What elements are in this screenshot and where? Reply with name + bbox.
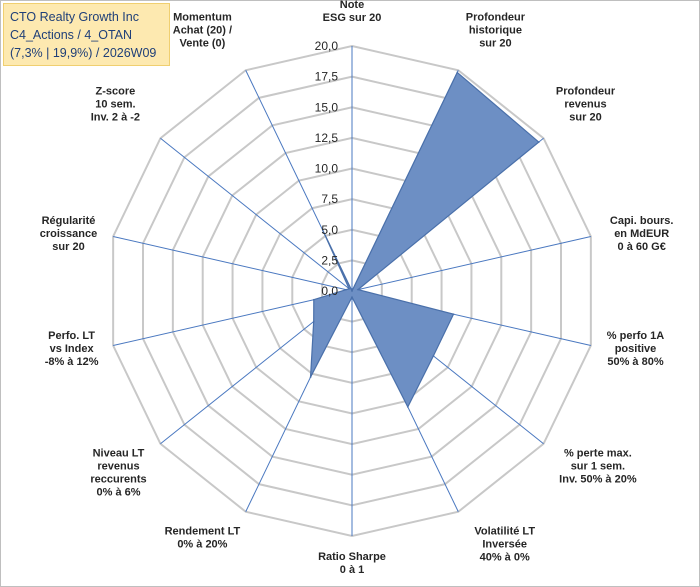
axis-label-line: sur 20 [479, 38, 511, 50]
data-point-12 [345, 288, 347, 291]
data-point-3 [537, 141, 540, 143]
spoke-4 [351, 235, 591, 292]
axis-label-line: Vente (0) [179, 38, 225, 50]
title-stats: (7,3% | 19,9%) / 2026W09 [10, 46, 157, 60]
data-point-8 [351, 296, 353, 298]
data-point-7 [407, 406, 409, 408]
tick-label-2: 5,0 [321, 223, 338, 237]
axis-label-4: Capi. bours. en MdEUR 0 à 60 G€ [610, 215, 674, 253]
axis-label-line: historique [469, 25, 522, 37]
axis-label-line: Inv. 2 à -2 [91, 112, 140, 124]
data-point-13 [348, 287, 350, 290]
title-category: C4_Actions / 4_OTAN [10, 28, 133, 42]
axis-label-7: Volatilité LT Inversée 40% à 0% [474, 525, 535, 563]
axis-label-12: Régularité croissance sur 20 [40, 215, 97, 253]
axis-label-line: revenus [564, 99, 606, 111]
spoke-11 [113, 290, 353, 347]
axis-label-line: -8% à 12% [45, 356, 99, 368]
tick-label-1: 2,5 [321, 253, 338, 267]
axis-label-line: revenus [97, 461, 139, 473]
data-point-6 [432, 355, 435, 357]
axis-label-line: Profondeur [556, 86, 616, 98]
axis-label-line: 0 à 60 G€ [618, 241, 666, 253]
data-point-5 [452, 313, 455, 315]
tick-label-7: 17,5 [315, 70, 339, 84]
axis-label-13: Z-score 10 sem. Inv. 2 à -2 [91, 86, 140, 124]
axis-label-line: Inv. 50% à 20% [559, 474, 637, 486]
axis-label-line: Z-score [96, 86, 136, 98]
tick-label-5: 12,5 [315, 131, 339, 145]
tick-label-0: 0,0 [321, 284, 338, 298]
axis-label-line: sur 20 [52, 241, 84, 253]
tick-label-6: 15,0 [315, 100, 339, 114]
data-point-1 [351, 290, 353, 292]
axis-label-line: 50% à 80% [607, 356, 663, 368]
axis-label-line: % perte max. [564, 448, 632, 460]
axis-label-2: Profondeur historique sur 20 [466, 12, 526, 50]
axis-label-line: 40% à 0% [480, 551, 530, 563]
axis-label-line: Perfo. LT [48, 330, 95, 342]
spoke-13 [160, 137, 353, 292]
axis-label-line: Momentum [173, 12, 232, 24]
axis-label-line: sur 20 [569, 112, 601, 124]
axis-label-line: vs Index [50, 343, 95, 355]
axis-label-line: 0% à 20% [177, 538, 227, 550]
axis-label-line: Note [340, 0, 364, 11]
axis-label-line: reccurents [90, 474, 146, 486]
axis-label-14: Momentum Achat (20) / Vente (0) [173, 12, 232, 50]
tick-label-8: 20,0 [315, 39, 339, 53]
axis-label-line: 0 à 1 [340, 564, 364, 576]
axis-label-line: en MdEUR [614, 228, 669, 240]
axis-label-line: 0% à 6% [96, 487, 140, 499]
axis-label-line: Rendement LT [165, 525, 241, 537]
axis-label-line: positive [615, 343, 657, 355]
axis-label-line: Achat (20) / [173, 25, 232, 37]
axis-label-line: Inversée [482, 538, 527, 550]
axis-label-3: Profondeur revenus sur 20 [556, 86, 616, 124]
data-point-2 [456, 71, 459, 74]
axis-label-line: 10 sem. [95, 99, 135, 111]
axis-label-line: Capi. bours. [610, 215, 674, 227]
data-point-4 [357, 288, 359, 291]
axis-label-line: Régularité [42, 215, 96, 227]
data-point-14 [321, 229, 324, 232]
spoke-12 [113, 235, 353, 292]
axis-label-line: Profondeur [466, 12, 526, 24]
axis-label-line: Ratio Sharpe [318, 551, 386, 563]
axis-label-1: Note ESG sur 20 [323, 0, 382, 24]
title-company: CTO Realty Growth Inc [10, 10, 139, 24]
axis-label-line: Volatilité LT [474, 525, 535, 537]
data-point-10 [312, 320, 315, 323]
axis-label-line: sur 1 sem. [571, 461, 625, 473]
axis-label-line: % perfo 1A [607, 330, 665, 342]
axis-label-11: Perfo. LT vs Index -8% à 12% [45, 330, 99, 368]
axis-label-10: Niveau LT revenus reccurents 0% à 6% [90, 448, 146, 499]
axis-label-6: % perte max. sur 1 sem. Inv. 50% à 20% [559, 448, 637, 486]
data-point-9 [309, 376, 312, 378]
axis-label-8: Ratio Sharpe 0 à 1 [318, 551, 386, 576]
tick-label-3: 7,5 [321, 192, 338, 206]
axis-label-line: ESG sur 20 [323, 12, 382, 24]
chart-title-box: CTO Realty Growth Inc C4_Actions / 4_OTA… [3, 3, 170, 66]
axis-label-line: croissance [40, 228, 97, 240]
axis-label-9: Rendement LT 0% à 20% [165, 525, 241, 550]
data-point-11 [312, 298, 315, 301]
tick-label-4: 10,0 [315, 162, 339, 176]
axis-label-5: % perfo 1A positive 50% à 80% [607, 330, 665, 368]
axis-label-line: Niveau LT [93, 448, 145, 460]
data-series-area [309, 71, 540, 409]
